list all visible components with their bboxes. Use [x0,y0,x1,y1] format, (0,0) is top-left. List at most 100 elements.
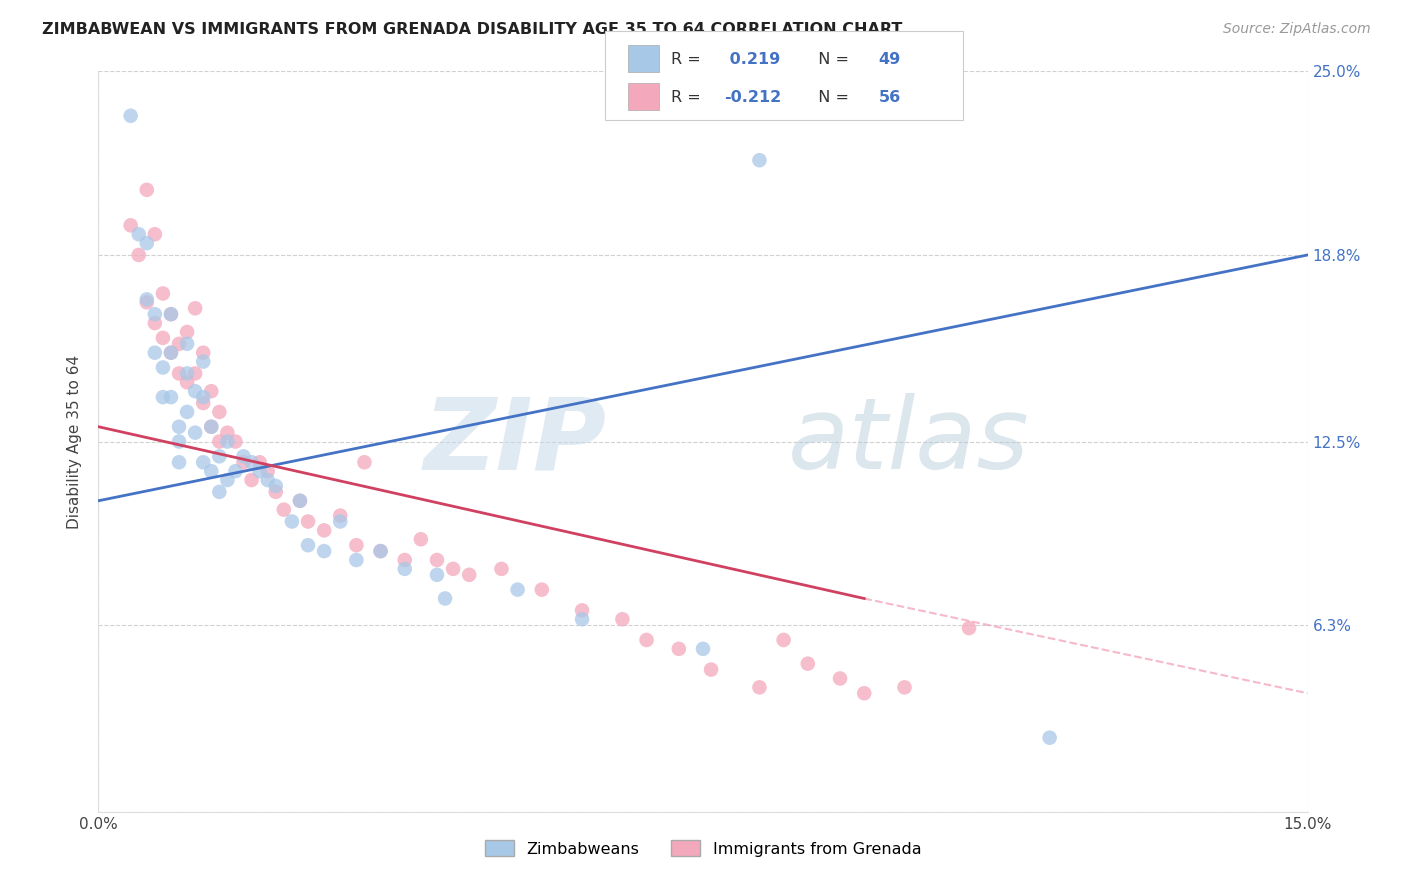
Point [160,345,183,359]
Point [394,553,416,567]
Point [264,484,287,499]
Point [167,336,190,351]
Text: R =: R = [671,90,706,105]
Point [176,405,198,419]
Point [828,672,851,686]
Text: atlas: atlas [787,393,1029,490]
Text: N =: N = [808,90,855,105]
Point [184,367,207,381]
Point [160,307,183,321]
Text: Source: ZipAtlas.com: Source: ZipAtlas.com [1223,22,1371,37]
Point [193,345,215,359]
Point [344,538,367,552]
Point [143,316,166,330]
Point [853,686,876,700]
Point [217,434,239,449]
Point [394,562,416,576]
Text: N =: N = [808,53,855,67]
Point [200,419,222,434]
Point [240,473,263,487]
Point [344,553,367,567]
Point [184,301,207,316]
Text: ZIMBABWEAN VS IMMIGRANTS FROM GRENADA DISABILITY AGE 35 TO 64 CORRELATION CHART: ZIMBABWEAN VS IMMIGRANTS FROM GRENADA DI… [42,22,903,37]
Point [612,612,634,626]
Point [636,632,658,647]
Point [160,307,183,321]
Point [458,567,481,582]
Point [256,464,278,478]
Point [176,336,198,351]
Point [249,464,271,478]
Point [152,360,174,375]
Point [184,384,207,399]
Text: R =: R = [671,53,706,67]
Point [176,367,198,381]
Point [256,473,278,487]
Point [143,227,166,242]
Point [426,567,449,582]
Point [160,345,183,359]
Point [249,455,271,469]
Point [135,183,157,197]
Point [434,591,457,606]
Point [314,544,336,558]
Point [571,603,593,617]
Point [217,425,239,440]
Point [893,681,915,695]
Point [193,455,215,469]
Point [167,419,190,434]
Point [135,293,157,307]
Point [193,390,215,404]
Y-axis label: Disability Age 35 to 64: Disability Age 35 to 64 [67,354,83,529]
Point [370,544,392,558]
Point [167,367,190,381]
Point [281,515,304,529]
Point [176,325,198,339]
Point [232,450,254,464]
Point [128,227,150,242]
Point [143,307,166,321]
Point [273,502,295,516]
Point [748,681,770,695]
Point [264,479,287,493]
Point [135,295,157,310]
Point [571,612,593,626]
Point [208,484,231,499]
Point [668,641,690,656]
Point [208,434,231,449]
Point [143,345,166,359]
Point [160,390,183,404]
Point [314,524,336,538]
Point [200,419,222,434]
Point [120,109,142,123]
Point [167,434,190,449]
Point [491,562,513,576]
Point [370,544,392,558]
Point [152,286,174,301]
Point [152,331,174,345]
Point [217,473,239,487]
Point [329,508,352,523]
Text: -0.212: -0.212 [724,90,782,105]
Text: 49: 49 [879,53,901,67]
Text: 56: 56 [879,90,901,105]
Point [224,434,246,449]
Point [506,582,529,597]
Legend: Zimbabweans, Immigrants from Grenada: Zimbabweans, Immigrants from Grenada [478,834,928,863]
Point [176,376,198,390]
Point [240,455,263,469]
Text: 0.219: 0.219 [724,53,780,67]
Point [232,455,254,469]
Point [193,354,215,368]
Point [193,396,215,410]
Point [208,405,231,419]
Point [120,219,142,233]
Point [441,562,464,576]
Point [692,641,714,656]
Point [700,663,723,677]
Point [135,236,157,251]
Point [152,390,174,404]
Point [530,582,553,597]
Point [748,153,770,168]
Point [329,515,352,529]
